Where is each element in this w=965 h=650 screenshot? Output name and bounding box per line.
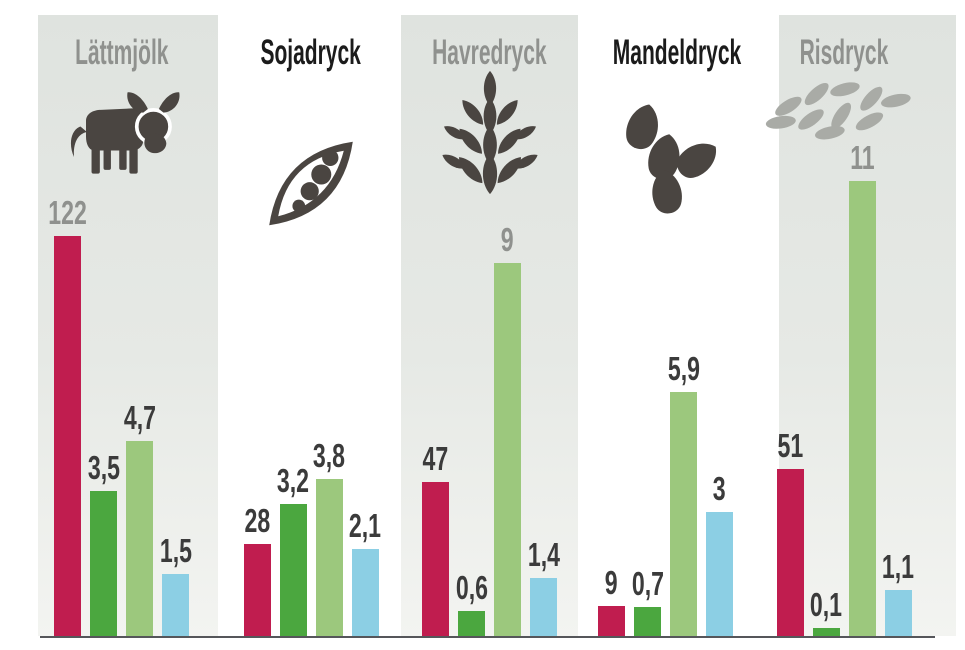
bar-light_green bbox=[494, 263, 521, 636]
almonds-icon bbox=[614, 100, 724, 218]
bar-value-label: 4,7 bbox=[98, 399, 182, 437]
bar-value-label: 122 bbox=[26, 194, 110, 232]
bar-value-text: 122 bbox=[48, 194, 87, 231]
bar-blue bbox=[706, 512, 733, 636]
bar-green bbox=[634, 607, 661, 636]
bar-value-text: 47 bbox=[422, 440, 449, 477]
bar-light_green bbox=[848, 181, 876, 636]
panel-title-text: Risdryck bbox=[799, 33, 889, 72]
bar-green bbox=[812, 628, 840, 636]
bar-value-text: 0,6 bbox=[455, 569, 488, 606]
bar-value-label: 0,7 bbox=[606, 565, 690, 603]
bar-value-label: 1,4 bbox=[502, 536, 586, 574]
bar-value-text: 0,7 bbox=[631, 565, 664, 602]
bar-value-label: 51 bbox=[748, 427, 832, 465]
bar-crimson bbox=[776, 469, 804, 636]
bar-value-text: 1,1 bbox=[881, 548, 915, 585]
bar-crimson bbox=[243, 544, 271, 636]
bar-value-label: 0,6 bbox=[430, 569, 514, 607]
panel-title-text: Lättmjölk bbox=[74, 33, 169, 72]
bar-value-label: 1,1 bbox=[856, 548, 940, 586]
bar-value-text: 2,1 bbox=[348, 507, 382, 544]
panel-title: Lättmjölk bbox=[26, 34, 218, 72]
panel-title-text: Sojadryck bbox=[260, 33, 362, 72]
cow-icon bbox=[62, 86, 182, 191]
bar-value-text: 0,1 bbox=[809, 586, 843, 623]
panel-title-text: Havredryck bbox=[432, 33, 547, 72]
bar-blue bbox=[530, 578, 557, 636]
bar-light_green bbox=[315, 479, 343, 636]
bar-green bbox=[279, 504, 307, 636]
bar-value-label: 2,1 bbox=[323, 507, 407, 545]
bar-value-label: 0,1 bbox=[784, 586, 868, 624]
panel-title: Risdryck bbox=[748, 34, 940, 72]
bar-value-label: 3 bbox=[678, 470, 762, 508]
bar-value-label: 3,5 bbox=[62, 449, 146, 487]
bar-value-text: 1,4 bbox=[527, 536, 560, 573]
bar-value-label: 3,8 bbox=[287, 437, 371, 475]
panel-title: Mandeldryck bbox=[570, 34, 762, 72]
bar-value-text: 51 bbox=[777, 427, 803, 464]
bar-green bbox=[458, 611, 485, 636]
bar-blue bbox=[162, 574, 189, 636]
panel-title: Sojadryck bbox=[215, 34, 407, 72]
bar-value-text: 5,9 bbox=[667, 350, 700, 387]
bar-value-label: 9 bbox=[466, 221, 550, 259]
baseline-axis bbox=[40, 636, 935, 638]
bar-value-label: 47 bbox=[394, 440, 478, 478]
bar-crimson bbox=[422, 482, 449, 636]
bar-blue bbox=[884, 590, 912, 636]
bar-value-label: 5,9 bbox=[642, 350, 726, 388]
bar-value-label: 11 bbox=[820, 139, 904, 177]
bar-value-label: 3,2 bbox=[251, 462, 335, 500]
bar-value-text: 9 bbox=[501, 221, 514, 258]
bar-value-label: 1,5 bbox=[134, 532, 218, 570]
bar-value-label: 28 bbox=[215, 502, 299, 540]
bar-value-label: 9 bbox=[570, 564, 654, 602]
bar-green bbox=[90, 491, 117, 636]
oat-ear-icon bbox=[439, 70, 540, 198]
bar-value-text: 28 bbox=[244, 502, 270, 539]
bar-value-text: 3,2 bbox=[276, 462, 310, 499]
bar-value-text: 1,5 bbox=[159, 532, 192, 569]
bar-light_green bbox=[670, 392, 697, 636]
soy-pod-icon bbox=[261, 116, 361, 251]
bar-light_green bbox=[126, 441, 153, 636]
bar-value-text: 3 bbox=[713, 470, 726, 507]
bar-crimson bbox=[54, 236, 81, 636]
bar-value-text: 3,5 bbox=[87, 449, 120, 486]
panel-title: Havredryck bbox=[394, 34, 586, 72]
bar-value-text: 3,8 bbox=[312, 437, 346, 474]
rice-grains-icon bbox=[760, 78, 928, 144]
bar-value-text: 11 bbox=[849, 139, 875, 176]
panel-title-text: Mandeldryck bbox=[612, 33, 741, 72]
bar-blue bbox=[351, 549, 379, 636]
bar-value-text: 9 bbox=[605, 564, 618, 601]
bar-crimson bbox=[598, 606, 625, 636]
bar-value-text: 4,7 bbox=[123, 399, 156, 436]
